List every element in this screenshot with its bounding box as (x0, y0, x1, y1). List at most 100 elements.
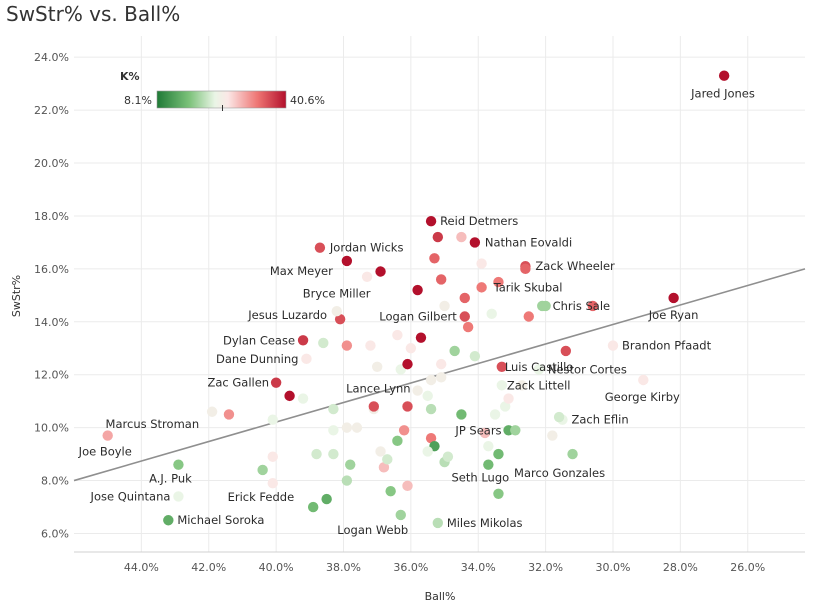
scatter-point (341, 422, 353, 433)
point-label: Joe Boyle (78, 445, 132, 459)
scatter-point (607, 340, 619, 351)
x-tick-label: 36.0% (393, 561, 428, 574)
point-label: JP Sears (454, 423, 501, 437)
scatter-point (425, 216, 437, 227)
point-label: Michael Soroka (177, 513, 264, 527)
scatter-point (412, 385, 423, 396)
scatter-point (456, 409, 467, 420)
scatter-point (267, 414, 278, 425)
scatter-point (442, 451, 454, 462)
grid-lines (74, 36, 805, 553)
x-tick-label: 34.0% (461, 561, 496, 574)
point-label: Lance Lynn (346, 382, 411, 396)
scatter-point (402, 480, 413, 492)
scatter-point (493, 448, 504, 460)
point-label: George Kirby (605, 390, 680, 404)
scatter-point (425, 374, 437, 386)
scatter-point (547, 430, 558, 441)
scatter-point (284, 390, 295, 402)
scatter-point (435, 372, 447, 383)
point-label: Tarik Skubal (493, 280, 563, 294)
scatter-point (311, 448, 322, 460)
point-label: Chris Sale (553, 299, 611, 313)
scatter-point (368, 401, 380, 412)
point-label: Logan Gilbert (379, 309, 457, 323)
scatter-point (378, 462, 390, 473)
scatter-point (533, 364, 545, 375)
point-label: Nathan Eovaldi (485, 235, 572, 249)
scatter-point (402, 401, 413, 412)
scatter-point (435, 358, 447, 370)
page-title: SwStr% vs. Ball% (6, 2, 181, 26)
point-label: Zack Wheeler (535, 259, 615, 273)
point-label: Dane Dunning (216, 352, 298, 366)
y-tick-label: 16.0% (34, 263, 69, 276)
scatter-point (422, 446, 433, 457)
scatter-point (560, 345, 572, 357)
scatter-point (334, 313, 346, 325)
point-label: Bryce Miller (303, 287, 371, 301)
point-label: Luis Castillo (505, 360, 574, 374)
legend-title: K% (120, 70, 140, 83)
scatter-point (371, 361, 383, 372)
scatter-point (425, 433, 437, 444)
legend-max-label: 40.6% (290, 94, 325, 107)
legend-color-ramp (156, 90, 287, 109)
point-label: Jose Quintana (90, 489, 171, 503)
scatter-point (328, 403, 339, 415)
point-label: Nestor Cortes (548, 362, 627, 376)
scatter-point (267, 451, 278, 462)
axis-ticks: 6.0% 8.0% 10.0% 12.0% 14.0% 16.0% 18.0% 20.0% 22… (34, 51, 765, 574)
point-label: Max Meyer (270, 264, 333, 278)
scatter-point (375, 266, 386, 277)
scatter-point (318, 337, 329, 349)
scatter-point (520, 263, 531, 275)
scatter-point (301, 353, 312, 365)
scatter-point (432, 231, 444, 243)
scatter-point (503, 393, 514, 404)
scatter-point (351, 422, 363, 433)
scatter-point (163, 515, 174, 526)
scatter-point (476, 282, 487, 293)
scatter-point (173, 491, 184, 502)
scatter-point (392, 329, 403, 341)
x-tick-label: 30.0% (596, 561, 631, 574)
scatter-point (375, 446, 386, 457)
scatter-point (405, 343, 417, 354)
scatter-point (462, 321, 474, 333)
y-tick-label: 18.0% (34, 210, 69, 223)
scatter-point (345, 459, 356, 470)
x-tick-label: 26.0% (730, 561, 765, 574)
scatter-point (102, 430, 113, 441)
scatter-point (341, 475, 353, 486)
scatter-point (257, 464, 268, 476)
scatter-point (459, 292, 470, 304)
scatter-point (392, 435, 403, 447)
point-label: Marcus Stroman (106, 417, 200, 431)
y-tick-label: 22.0% (34, 104, 69, 117)
scatter-point (297, 393, 309, 404)
scatter-point (361, 271, 373, 282)
point-label: Zach Eflin (571, 413, 628, 427)
scatter-point (469, 350, 481, 362)
legend-min-label: 8.1% (124, 94, 152, 107)
scatter-point (668, 292, 679, 304)
scatter-point (314, 242, 326, 253)
scatter-point (429, 253, 440, 264)
point-label: A.J. Puk (149, 472, 192, 486)
y-tick-label: 12.0% (34, 369, 69, 382)
x-tick-label: 28.0% (663, 561, 698, 574)
scatter-point (510, 425, 521, 436)
x-axis-label: Ball% (425, 590, 456, 603)
scatter-point (267, 478, 278, 489)
scatter-point (496, 380, 508, 391)
scatter-point (365, 340, 376, 351)
scatter-point (499, 401, 511, 412)
y-axis-label: SwStr% (10, 275, 23, 317)
scatter-point (479, 427, 491, 439)
x-tick-label: 44.0% (124, 561, 159, 574)
scatter-point (439, 300, 450, 312)
scatter-point (483, 459, 494, 470)
point-label: Brandon Pfaadt (622, 339, 712, 353)
y-tick-label: 24.0% (34, 51, 69, 64)
